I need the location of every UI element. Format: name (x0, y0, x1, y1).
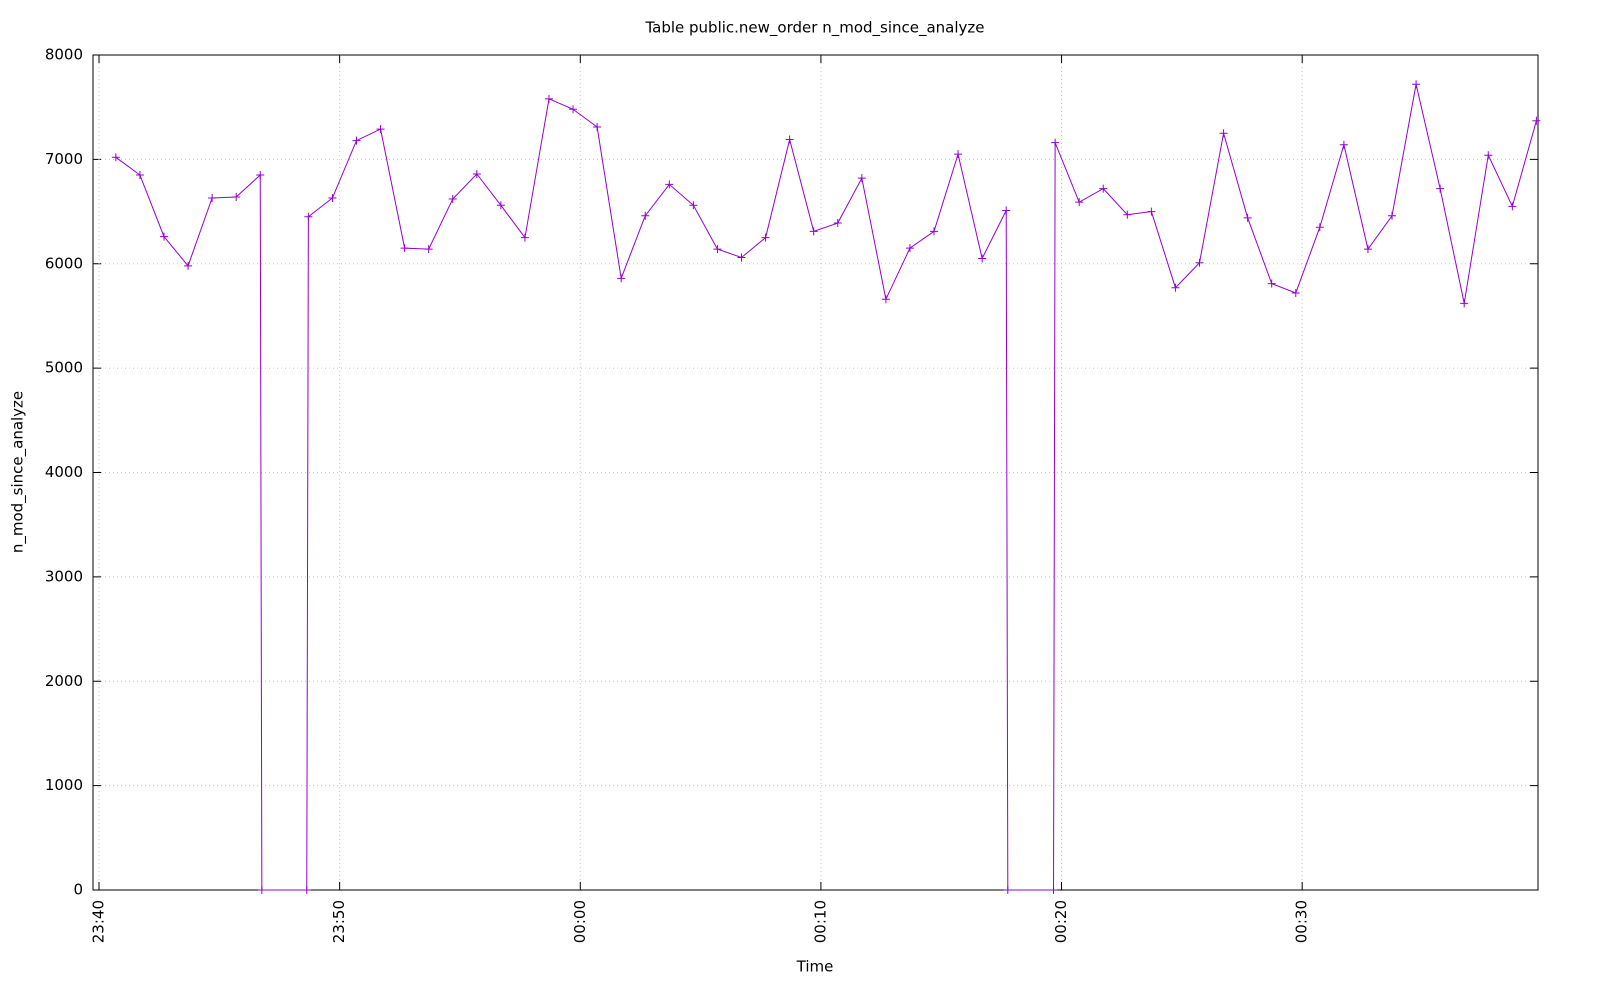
x-tick-label: 23:40 (90, 900, 108, 943)
point-marker (641, 211, 650, 220)
point-marker (809, 227, 818, 236)
point-marker (689, 201, 698, 210)
point-marker (304, 212, 313, 221)
point-marker (713, 245, 722, 254)
point-marker (1363, 245, 1372, 254)
point-marker (1508, 202, 1517, 211)
point-marker (930, 227, 939, 236)
point-marker (1171, 283, 1180, 292)
point-marker (1460, 299, 1469, 308)
point-marker (232, 192, 241, 201)
x-tick-label: 00:30 (1293, 900, 1311, 943)
series-line (115, 84, 1537, 891)
point-marker (617, 274, 626, 283)
point-marker (302, 886, 311, 894)
point-marker (1147, 207, 1156, 216)
point-marker (833, 219, 842, 228)
x-tick-label: 00:00 (571, 900, 589, 943)
point-marker (1436, 184, 1445, 193)
x-axis-label: Time (796, 958, 834, 976)
point-marker (665, 180, 674, 189)
point-marker (1099, 184, 1108, 193)
y-tick-label: 2000 (45, 672, 83, 690)
y-tick-label: 1000 (45, 776, 83, 794)
point-marker (857, 174, 866, 183)
point-marker (1051, 138, 1060, 147)
y-tick-label: 3000 (45, 567, 83, 585)
point-marker (424, 245, 433, 254)
point-marker (400, 244, 409, 253)
y-tick-label: 7000 (45, 150, 83, 168)
point-marker (1291, 288, 1300, 297)
point-marker (257, 886, 266, 894)
point-marker (1339, 140, 1348, 149)
point-marker (1195, 258, 1204, 267)
x-tick-label: 00:20 (1052, 900, 1070, 943)
point-marker (905, 244, 914, 253)
point-marker (472, 169, 481, 178)
point-marker (1412, 80, 1421, 89)
point-marker (256, 171, 265, 180)
point-marker (881, 295, 890, 304)
chart-title: Table public.new_order n_mod_since_analy… (644, 19, 984, 38)
point-marker (448, 195, 457, 204)
point-marker (159, 232, 168, 241)
x-tick-label: 23:50 (330, 900, 348, 943)
point-marker (593, 123, 602, 132)
point-marker (1532, 116, 1541, 125)
point-marker (761, 233, 770, 242)
y-tick-label: 5000 (45, 359, 83, 377)
y-tick-label: 8000 (45, 46, 83, 64)
point-marker (1002, 206, 1011, 215)
point-marker (352, 136, 361, 145)
y-tick-label: 0 (73, 881, 83, 899)
x-tick-label: 00:10 (811, 900, 829, 943)
point-marker (1315, 223, 1324, 232)
point-marker (1267, 279, 1276, 288)
point-marker (135, 171, 144, 180)
point-marker (737, 253, 746, 262)
y-axis-label: n_mod_since_analyze (9, 391, 28, 553)
point-marker (111, 153, 120, 162)
y-tick-label: 6000 (45, 254, 83, 272)
point-marker (520, 233, 529, 242)
point-marker (1243, 213, 1252, 222)
point-marker (208, 193, 217, 202)
point-marker (954, 150, 963, 159)
point-marker (1484, 151, 1493, 160)
point-marker (328, 193, 337, 202)
point-marker (978, 254, 987, 263)
point-marker (496, 201, 505, 210)
point-marker (1388, 211, 1397, 220)
point-marker (184, 261, 193, 270)
point-marker (785, 135, 794, 144)
point-marker (1049, 886, 1058, 894)
point-marker (1123, 210, 1132, 219)
y-tick-label: 4000 (45, 463, 83, 481)
point-marker (376, 125, 385, 134)
point-marker (569, 105, 578, 114)
point-marker (544, 94, 553, 103)
point-marker (1075, 198, 1084, 207)
point-marker (1219, 129, 1228, 138)
point-marker (1003, 886, 1012, 894)
